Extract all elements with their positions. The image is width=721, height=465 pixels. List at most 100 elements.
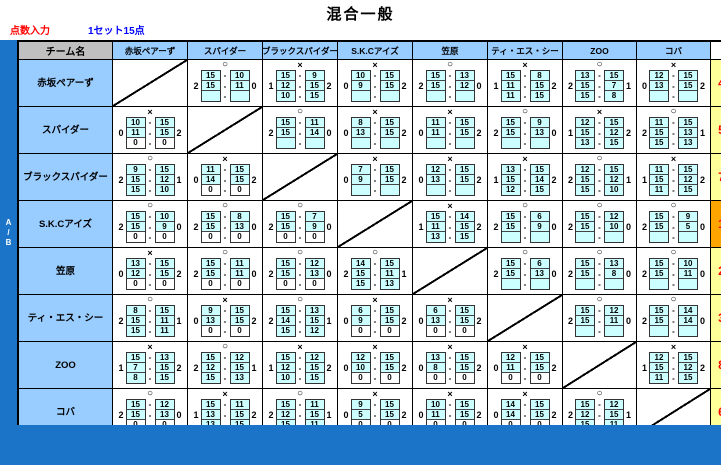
set-score-cell[interactable]: 13 <box>426 175 445 185</box>
set-score-cell[interactable]: 0 <box>155 138 174 148</box>
set-score-cell[interactable]: 12 <box>576 165 594 175</box>
set-score-cell[interactable]: 15 <box>530 410 549 420</box>
set-score-cell[interactable]: 0 <box>530 373 549 383</box>
set-score-cell[interactable]: 13 <box>351 128 370 138</box>
set-score-cell[interactable] <box>576 326 594 336</box>
set-score-cell[interactable]: 10 <box>605 185 623 195</box>
set-score-cell[interactable]: 13 <box>605 259 623 269</box>
set-score-cell[interactable]: 13 <box>426 232 445 242</box>
set-score-cell[interactable]: 15 <box>305 410 324 420</box>
set-score-cell[interactable]: 13 <box>650 81 668 91</box>
set-score-cell[interactable]: 15 <box>426 71 445 81</box>
set-score-cell[interactable]: 15 <box>380 353 399 363</box>
set-score-cell[interactable] <box>530 279 549 289</box>
set-score-cell[interactable]: 15 <box>650 175 668 185</box>
set-score-cell[interactable]: 11 <box>230 400 249 410</box>
set-score-cell[interactable]: 12 <box>201 363 220 373</box>
match-cell-r4-c2[interactable]: ○ 2 15 15 0- - -8 13 0 0 <box>188 201 262 247</box>
set-score-cell[interactable]: 14 <box>305 128 324 138</box>
set-score-cell[interactable]: 15 <box>455 222 474 232</box>
match-cell-r3-c4[interactable]: × 0 7 9- - -15 15 2 <box>338 154 412 200</box>
set-score-cell[interactable]: 15 <box>201 81 220 91</box>
set-score-cell[interactable]: 12 <box>305 326 324 336</box>
set-score-cell[interactable]: 11 <box>126 128 145 138</box>
set-score-cell[interactable]: 0 <box>455 373 474 383</box>
set-score-cell[interactable]: 10 <box>351 71 370 81</box>
set-score-cell[interactable] <box>455 138 474 148</box>
set-score-cell[interactable]: 15 <box>605 165 623 175</box>
set-score-cell[interactable]: 6 <box>530 259 549 269</box>
set-score-cell[interactable] <box>679 326 697 336</box>
set-score-cell[interactable]: 15 <box>276 269 295 279</box>
set-score-cell[interactable]: 13 <box>426 353 445 363</box>
set-score-cell[interactable]: 12 <box>155 175 174 185</box>
set-score-cell[interactable]: 0 <box>455 326 474 336</box>
set-score-cell[interactable] <box>276 138 295 148</box>
set-score-cell[interactable]: 13 <box>501 165 520 175</box>
set-score-cell[interactable]: 0 <box>276 232 295 242</box>
set-score-cell[interactable]: 15 <box>650 138 668 148</box>
set-score-cell[interactable]: 11 <box>230 81 249 91</box>
set-score-cell[interactable]: 0 <box>201 279 220 289</box>
set-score-cell[interactable] <box>305 138 324 148</box>
match-cell-r7-c3[interactable]: × 1 15 12 10- - -12 15 15 2 <box>263 342 337 388</box>
set-score-cell[interactable]: 0 <box>276 279 295 289</box>
set-score-cell[interactable]: 10 <box>155 212 174 222</box>
set-score-cell[interactable]: 15 <box>305 91 324 101</box>
set-score-cell[interactable]: 12 <box>230 353 249 363</box>
set-score-cell[interactable]: 15 <box>201 222 220 232</box>
set-score-cell[interactable]: 12 <box>276 363 295 373</box>
match-cell-r2-c4[interactable]: × 0 8 13- - -15 15 2 <box>338 107 412 153</box>
match-cell-r5-c2[interactable]: ○ 2 15 15 0- - -11 11 0 0 <box>188 248 262 294</box>
match-cell-r2-c8[interactable]: ○ 2 11 15 15- - -15 13 13 1 <box>637 107 710 153</box>
match-cell-r1-c2[interactable]: ○ 2 15 15- - -10 11 0 <box>188 60 262 106</box>
match-cell-r3-c7[interactable]: ○ 2 12 15 15- - -15 12 10 1 <box>563 154 636 200</box>
set-score-cell[interactable]: 9 <box>351 400 370 410</box>
set-score-cell[interactable]: 15 <box>650 363 668 373</box>
set-score-cell[interactable]: 10 <box>276 91 295 101</box>
set-score-cell[interactable]: 10 <box>126 118 145 128</box>
set-score-cell[interactable]: 13 <box>679 128 697 138</box>
set-score-cell[interactable]: 15 <box>650 316 668 326</box>
set-score-cell[interactable]: 11 <box>650 373 668 383</box>
set-score-cell[interactable]: 15 <box>230 165 249 175</box>
set-score-cell[interactable]: 11 <box>679 269 697 279</box>
set-score-cell[interactable]: 15 <box>126 212 145 222</box>
set-score-cell[interactable]: 15 <box>576 91 594 101</box>
set-score-cell[interactable]: 15 <box>305 81 324 91</box>
match-cell-r1-c8[interactable]: × 0 12 13- - -15 15 2 <box>637 60 710 106</box>
set-score-cell[interactable]: 11 <box>650 185 668 195</box>
set-score-cell[interactable]: 13 <box>530 269 549 279</box>
set-score-cell[interactable]: 9 <box>351 316 370 326</box>
set-score-cell[interactable] <box>501 138 520 148</box>
set-score-cell[interactable]: 6 <box>530 212 549 222</box>
set-score-cell[interactable]: 9 <box>351 81 370 91</box>
set-score-cell[interactable]: 15 <box>380 259 399 269</box>
set-score-cell[interactable]: 13 <box>576 71 594 81</box>
set-score-cell[interactable]: 15 <box>530 400 549 410</box>
set-score-cell[interactable]: 15 <box>351 279 370 289</box>
set-score-cell[interactable]: 8 <box>126 306 145 316</box>
set-score-cell[interactable]: 10 <box>351 363 370 373</box>
set-score-cell[interactable]: 15 <box>576 175 594 185</box>
set-score-cell[interactable] <box>426 185 445 195</box>
set-score-cell[interactable]: 12 <box>576 410 594 420</box>
set-score-cell[interactable]: 13 <box>230 222 249 232</box>
set-score-cell[interactable]: 15 <box>501 259 520 269</box>
set-score-cell[interactable]: 15 <box>455 232 474 242</box>
set-score-cell[interactable]: 15 <box>126 410 145 420</box>
set-score-cell[interactable] <box>605 279 623 289</box>
set-score-cell[interactable]: 15 <box>230 306 249 316</box>
set-score-cell[interactable] <box>380 185 399 195</box>
set-score-cell[interactable]: 8 <box>126 373 145 383</box>
set-score-cell[interactable]: 11 <box>230 269 249 279</box>
set-score-cell[interactable]: 15 <box>201 259 220 269</box>
set-score-cell[interactable]: 15 <box>455 363 474 373</box>
set-score-cell[interactable]: 15 <box>126 400 145 410</box>
set-score-cell[interactable]: 15 <box>155 306 174 316</box>
set-score-cell[interactable]: 12 <box>501 185 520 195</box>
set-score-cell[interactable]: 15 <box>276 71 295 81</box>
set-score-cell[interactable]: 15 <box>455 400 474 410</box>
set-score-cell[interactable]: 15 <box>605 118 623 128</box>
set-score-cell[interactable] <box>605 326 623 336</box>
